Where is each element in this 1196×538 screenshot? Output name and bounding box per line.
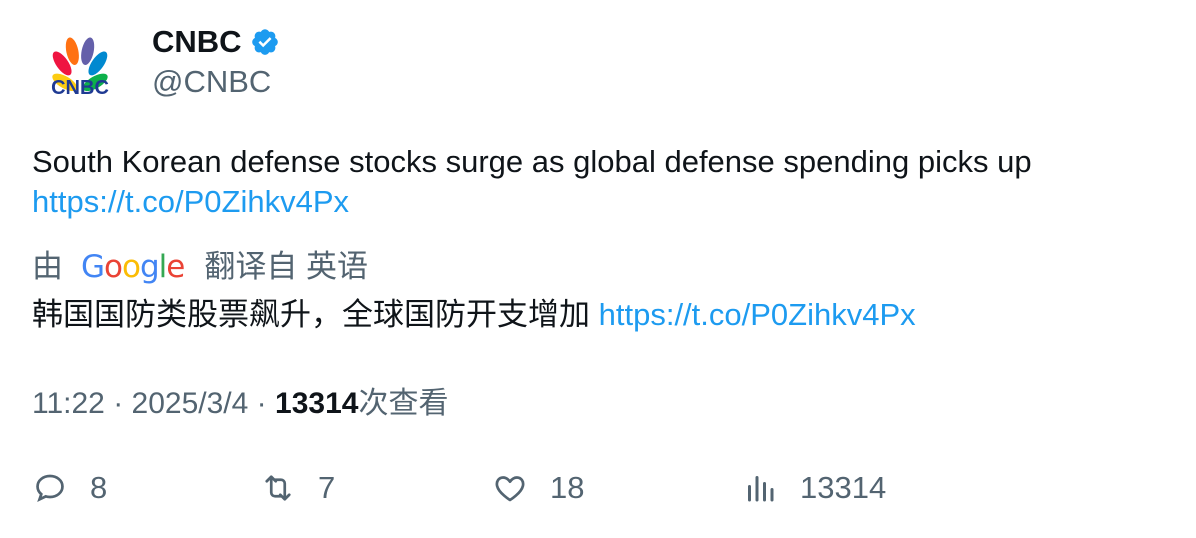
- author-display-name[interactable]: CNBC: [152, 24, 242, 59]
- translation-attribution[interactable]: 由 Google 翻译自 英语: [32, 247, 368, 287]
- verified-badge-icon[interactable]: [250, 27, 280, 57]
- translated-from-label: 翻译自 英语: [204, 249, 368, 284]
- like-button[interactable]: 18: [492, 470, 584, 506]
- tweet-text: South Korean defense stocks surge as glo…: [32, 142, 1162, 222]
- views-label: 次查看: [358, 387, 449, 420]
- avatar[interactable]: CNBC: [38, 30, 122, 114]
- google-logo: Google: [81, 249, 185, 285]
- translated-link[interactable]: https://t.co/P0Zihkv4Px: [598, 297, 916, 332]
- tweet-time[interactable]: 11:22: [32, 387, 105, 420]
- views-count: 13314: [800, 470, 887, 505]
- author-name-row: CNBC: [152, 23, 280, 61]
- cnbc-peacock-logo-icon: CNBC: [51, 37, 109, 99]
- tweet-body: South Korean defense stocks surge as glo…: [32, 144, 1032, 179]
- retweet-button[interactable]: 7: [260, 470, 335, 506]
- reply-button[interactable]: 8: [32, 470, 107, 506]
- svg-text:CNBC: CNBC: [51, 77, 109, 99]
- analytics-icon: [748, 476, 774, 502]
- like-count: 18: [550, 470, 585, 505]
- reply-count: 8: [90, 470, 108, 505]
- view-count: 13314: [275, 387, 359, 420]
- translated-text: 韩国国防类股票飙升，全球国防开支增加 https://t.co/P0Zihkv4…: [32, 295, 916, 335]
- translated-body: 韩国国防类股票飙升，全球国防开支增加: [32, 297, 590, 332]
- tweet-date[interactable]: 2025/3/4: [131, 387, 249, 420]
- retweet-count: 7: [318, 470, 336, 505]
- retweet-icon: [265, 475, 291, 501]
- tweet-meta: 11:22 · 2025/3/4 · 13314次查看: [32, 387, 449, 420]
- translated-by-label: 由: [32, 249, 63, 284]
- author-handle[interactable]: @CNBC: [152, 64, 272, 99]
- reply-icon: [36, 474, 64, 502]
- heart-icon: [495, 476, 525, 502]
- action-bar: 8 7 18 13314: [32, 470, 1162, 514]
- tweet-link[interactable]: https://t.co/P0Zihkv4Px: [32, 184, 350, 219]
- views-button[interactable]: 13314: [742, 470, 886, 506]
